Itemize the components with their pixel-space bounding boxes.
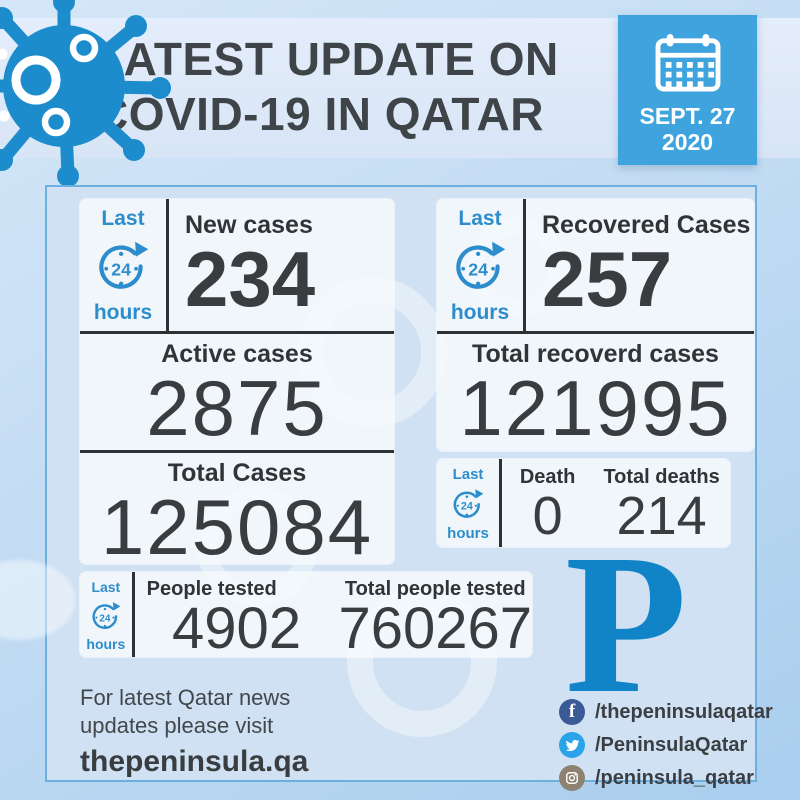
facebook-link[interactable]: f /thepeninsulaqatar (559, 699, 773, 725)
twitter-link[interactable]: /PeninsulaQatar (559, 732, 773, 758)
total-deaths-label: Total deaths (603, 466, 720, 488)
hours-label: hours (450, 301, 510, 324)
clock-24-icon: 24 (99, 241, 149, 289)
last-24-hours-badge: Last 24 hours (80, 572, 132, 657)
people-tested-label: People tested (146, 578, 277, 600)
instagram-icon (559, 765, 585, 791)
website-link[interactable]: thepeninsula.qa (80, 745, 309, 778)
footer-line-1: For latest Qatar news (80, 685, 291, 710)
twitter-icon (559, 732, 585, 758)
total-cases-section: Total Cases 125084 (80, 459, 394, 564)
svg-text:24: 24 (111, 259, 131, 279)
left-stats-card: Last 24 hours New cases 234 (80, 199, 394, 564)
calendar-icon (655, 33, 720, 92)
svg-text:24: 24 (468, 259, 488, 279)
divider (80, 331, 394, 334)
active-cases-label: Active cases (161, 340, 313, 368)
virus-icon (0, 0, 258, 192)
people-tested-value: 4902 (172, 596, 302, 657)
date-text: SEPT. 27 2020 (640, 103, 736, 156)
instagram-handle: /peninsula_qatar (595, 766, 754, 789)
hours-label: hours (447, 525, 489, 542)
last-label: Last (452, 466, 484, 483)
new-cases-section: Last 24 hours New cases 234 (80, 199, 394, 331)
last-24-hours-badge: Last 24 hours (437, 459, 499, 547)
total-cases-value: 125084 (100, 483, 374, 564)
total-tested-label: Total people tested (344, 578, 526, 600)
total-recovered-label: Total recoverd cases (472, 340, 719, 368)
total-tested-section: Total people tested 760267 (338, 572, 532, 657)
page-title: LATEST UPDATE ON COVID-19 IN QATAR (95, 32, 559, 142)
svg-text:24: 24 (461, 501, 473, 513)
divider (437, 331, 754, 334)
total-recovered-value: 121995 (459, 364, 732, 451)
recovered-cases-value: 257 (542, 235, 673, 323)
clock-24-icon: 24 (456, 241, 506, 289)
deaths-card: Last 24 hours Death 0 Total deaths 214 (437, 459, 730, 547)
title-line-1: LATEST UPDATE ON (95, 33, 559, 85)
total-tested-value: 760267 (338, 596, 532, 657)
svg-text:24: 24 (99, 613, 111, 624)
last-24-hours-badge: Last 24 hours (80, 199, 166, 331)
people-tested-section: People tested 4902 (135, 572, 339, 657)
divider (499, 459, 502, 547)
last-label: Last (101, 207, 145, 230)
total-recovered-section: Total recoverd cases 121995 (437, 340, 754, 451)
death-section: Death 0 (502, 459, 593, 547)
instagram-link[interactable]: /peninsula_qatar (559, 765, 773, 791)
twitter-handle: /PeninsulaQatar (595, 733, 748, 756)
divider (523, 199, 526, 331)
hours-label: hours (86, 636, 126, 652)
hours-label: hours (93, 301, 153, 324)
recovered-cases-label: Recovered Cases (542, 211, 751, 239)
death-value: 0 (532, 486, 563, 546)
death-label: Death (519, 466, 576, 488)
date-badge: SEPT. 27 2020 (618, 15, 757, 165)
date-line-1: SEPT. 27 (639, 103, 736, 129)
clock-24-icon: 24 (92, 601, 121, 629)
active-cases-value: 2875 (146, 364, 328, 452)
last-24-hours-badge: Last 24 hours (437, 199, 523, 331)
date-line-2: 2020 (661, 129, 714, 156)
divider (131, 572, 135, 657)
tested-card: Last 24 hours People tested 4902 Total p… (80, 572, 532, 657)
new-cases-label: New cases (185, 211, 313, 239)
new-cases-value: 234 (185, 235, 316, 323)
total-cases-label: Total Cases (167, 459, 307, 487)
right-stats-card: Last 24 hours Recovered Cases 257 (437, 199, 754, 451)
title-line-2: COVID-19 IN QATAR (95, 88, 544, 141)
footer-text: For latest Qatar news updates please vis… (80, 684, 308, 781)
total-deaths-value: 214 (616, 486, 707, 546)
clock-24-icon: 24 (453, 489, 484, 518)
last-label: Last (458, 207, 502, 230)
active-cases-section: Active cases 2875 (80, 340, 394, 450)
recovered-cases-section: Last 24 hours Recovered Cases 257 (437, 199, 754, 331)
divider (166, 199, 169, 331)
peninsula-logo: P (565, 514, 688, 735)
last-label: Last (91, 579, 121, 595)
facebook-handle: /thepeninsulaqatar (595, 700, 773, 723)
stats-panel: Last 24 hours New cases 234 (45, 185, 773, 791)
divider (80, 450, 394, 453)
facebook-icon: f (559, 699, 585, 725)
total-deaths-section: Total deaths 214 (593, 459, 730, 547)
footer-line-2: updates please visit (80, 712, 274, 738)
social-links: f /thepeninsulaqatar /PeninsulaQatar /pe… (559, 699, 773, 791)
